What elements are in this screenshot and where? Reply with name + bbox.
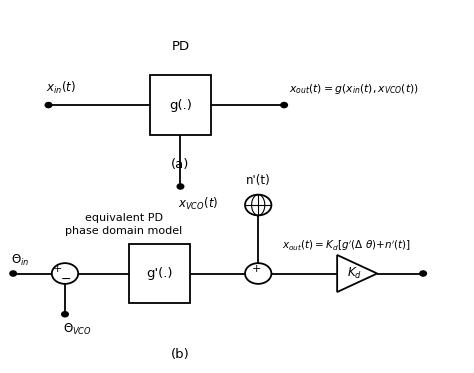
Text: n'(t): n'(t) [246, 174, 271, 187]
Text: (a): (a) [171, 158, 190, 171]
Text: +: + [53, 264, 63, 274]
Text: +: + [252, 264, 261, 274]
Circle shape [245, 263, 272, 284]
Text: $x_{in}(t)$: $x_{in}(t)$ [46, 80, 76, 96]
Bar [150, 75, 211, 135]
Circle shape [62, 311, 68, 317]
Text: $K_d$: $K_d$ [347, 266, 362, 281]
Text: g(.): g(.) [169, 98, 192, 112]
Text: −: − [61, 273, 72, 286]
Circle shape [52, 263, 78, 284]
Text: $x_{out}(t){=}K_d[g'(\Delta\ \theta){+}n'(t)]$: $x_{out}(t){=}K_d[g'(\Delta\ \theta){+}n… [282, 239, 411, 253]
Circle shape [245, 195, 272, 215]
Text: $\Theta_{in}$: $\Theta_{in}$ [11, 253, 29, 268]
Text: PD: PD [172, 40, 190, 53]
Text: (b): (b) [171, 348, 190, 361]
Circle shape [45, 103, 52, 108]
Text: $x_{out}(t){=}g(x_{in}(t),x_{VCO}(t))$: $x_{out}(t){=}g(x_{in}(t),x_{VCO}(t))$ [289, 82, 419, 96]
Bar [128, 244, 190, 303]
Circle shape [177, 184, 184, 189]
Polygon shape [337, 255, 377, 292]
Circle shape [420, 271, 427, 276]
Circle shape [281, 103, 287, 108]
Text: equivalent PD
phase domain model: equivalent PD phase domain model [65, 213, 182, 236]
Text: g'(.): g'(.) [146, 267, 173, 280]
Text: $\Theta_{VCO}$: $\Theta_{VCO}$ [63, 322, 91, 337]
Circle shape [10, 271, 17, 276]
Text: $x_{VCO}(t)$: $x_{VCO}(t)$ [178, 196, 219, 212]
